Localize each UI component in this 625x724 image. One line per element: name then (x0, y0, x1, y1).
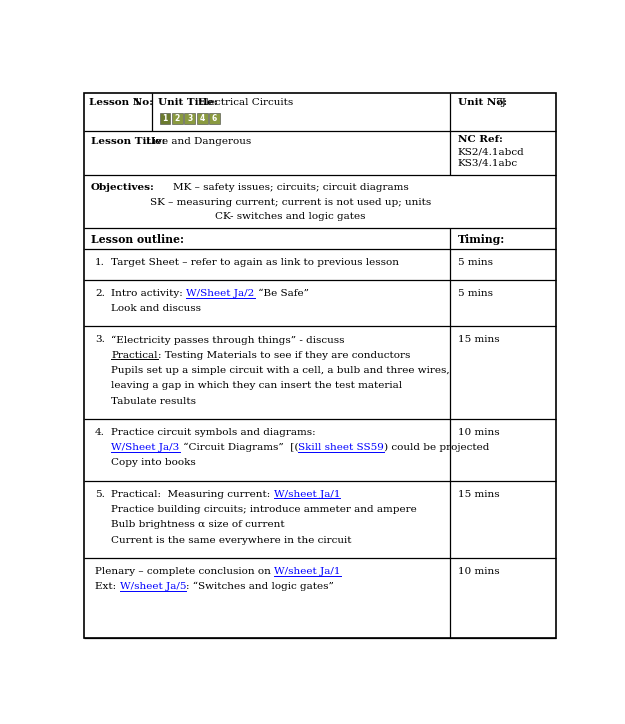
Text: Target Sheet – refer to again as link to previous lesson: Target Sheet – refer to again as link to… (111, 258, 399, 266)
Text: KS3/4.1abc: KS3/4.1abc (458, 159, 518, 167)
Text: Practice circuit symbols and diagrams:: Practice circuit symbols and diagrams: (111, 428, 316, 437)
Text: 5 mins: 5 mins (458, 289, 493, 298)
Text: “Electricity passes through things” - discuss: “Electricity passes through things” - di… (111, 335, 345, 345)
Text: Pupils set up a simple circuit with a cell, a bulb and three wires,: Pupils set up a simple circuit with a ce… (111, 366, 450, 375)
Text: Lesson outline:: Lesson outline: (91, 234, 184, 245)
Text: SK – measuring current; current is not used up; units: SK – measuring current; current is not u… (150, 198, 431, 207)
Text: Unit No:: Unit No: (458, 98, 507, 106)
Text: Current is the same everywhere in the circuit: Current is the same everywhere in the ci… (111, 536, 352, 544)
Text: “Circuit Diagrams”  [(: “Circuit Diagrams” [( (180, 443, 298, 452)
Text: 2.: 2. (95, 289, 105, 298)
Text: 7J: 7J (495, 98, 506, 106)
Text: 15 mins: 15 mins (458, 489, 499, 499)
Bar (209, 113, 220, 124)
Text: Copy into books: Copy into books (111, 458, 196, 468)
Text: Live and Dangerous: Live and Dangerous (146, 137, 252, 146)
Text: W/sheet Ja/1: W/sheet Ja/1 (274, 567, 341, 576)
Text: Practical: Practical (111, 350, 158, 360)
Text: Skill sheet SS59: Skill sheet SS59 (298, 443, 384, 452)
Text: Practical:  Measuring current:: Practical: Measuring current: (111, 489, 274, 499)
Text: leaving a gap in which they can insert the test material: leaving a gap in which they can insert t… (111, 382, 402, 390)
Text: 5 mins: 5 mins (458, 258, 493, 266)
Text: 4.: 4. (95, 428, 105, 437)
Text: : Testing Materials to see if they are conductors: : Testing Materials to see if they are c… (158, 350, 411, 360)
Text: 10 mins: 10 mins (458, 567, 499, 576)
Text: 6: 6 (212, 114, 217, 123)
Text: 10 mins: 10 mins (458, 428, 499, 437)
Text: 1.: 1. (95, 258, 105, 266)
Text: Timing:: Timing: (458, 234, 505, 245)
Bar (184, 113, 195, 124)
Text: 2: 2 (175, 114, 180, 123)
Text: Objectives:: Objectives: (91, 183, 154, 192)
Text: Unit Title:: Unit Title: (158, 98, 218, 106)
Text: Lesson No:: Lesson No: (89, 98, 153, 107)
Bar (172, 113, 182, 124)
Text: W/sheet Ja/1: W/sheet Ja/1 (274, 489, 341, 499)
Text: W/sheet Ja/5: W/sheet Ja/5 (119, 582, 186, 591)
Text: Bulb brightness α size of current: Bulb brightness α size of current (111, 521, 285, 529)
Text: 1: 1 (162, 114, 168, 123)
Text: Tabulate results: Tabulate results (111, 397, 196, 405)
Bar (197, 113, 208, 124)
Text: 3.: 3. (95, 335, 105, 345)
Text: Look and discuss: Look and discuss (111, 304, 201, 313)
Text: 4: 4 (199, 114, 205, 123)
Text: “Be Safe”: “Be Safe” (255, 289, 309, 298)
Text: W/Sheet Ja/3: W/Sheet Ja/3 (111, 443, 180, 452)
Text: 3: 3 (187, 114, 192, 123)
Text: Lesson Title:: Lesson Title: (91, 137, 165, 146)
Text: : “Switches and logic gates”: : “Switches and logic gates” (186, 582, 334, 592)
Text: Plenary – complete conclusion on: Plenary – complete conclusion on (95, 567, 274, 576)
Text: MK – safety issues; circuits; circuit diagrams: MK – safety issues; circuits; circuit di… (173, 183, 408, 192)
Text: Ext:: Ext: (95, 582, 119, 591)
Text: 15 mins: 15 mins (458, 335, 499, 345)
Text: NC Ref:: NC Ref: (458, 135, 503, 144)
Text: Electrical Circuits: Electrical Circuits (198, 98, 294, 106)
Text: ) could be projected: ) could be projected (384, 443, 489, 452)
Text: Practice building circuits; introduce ammeter and ampere: Practice building circuits; introduce am… (111, 505, 418, 514)
Text: Intro activity:: Intro activity: (111, 289, 186, 298)
Text: W/Sheet Ja/2: W/Sheet Ja/2 (186, 289, 255, 298)
Bar (159, 113, 171, 124)
Text: 5.: 5. (95, 489, 105, 499)
Text: CK- switches and logic gates: CK- switches and logic gates (215, 212, 366, 222)
Text: 1: 1 (134, 98, 141, 107)
Text: KS2/4.1abcd: KS2/4.1abcd (458, 148, 524, 156)
